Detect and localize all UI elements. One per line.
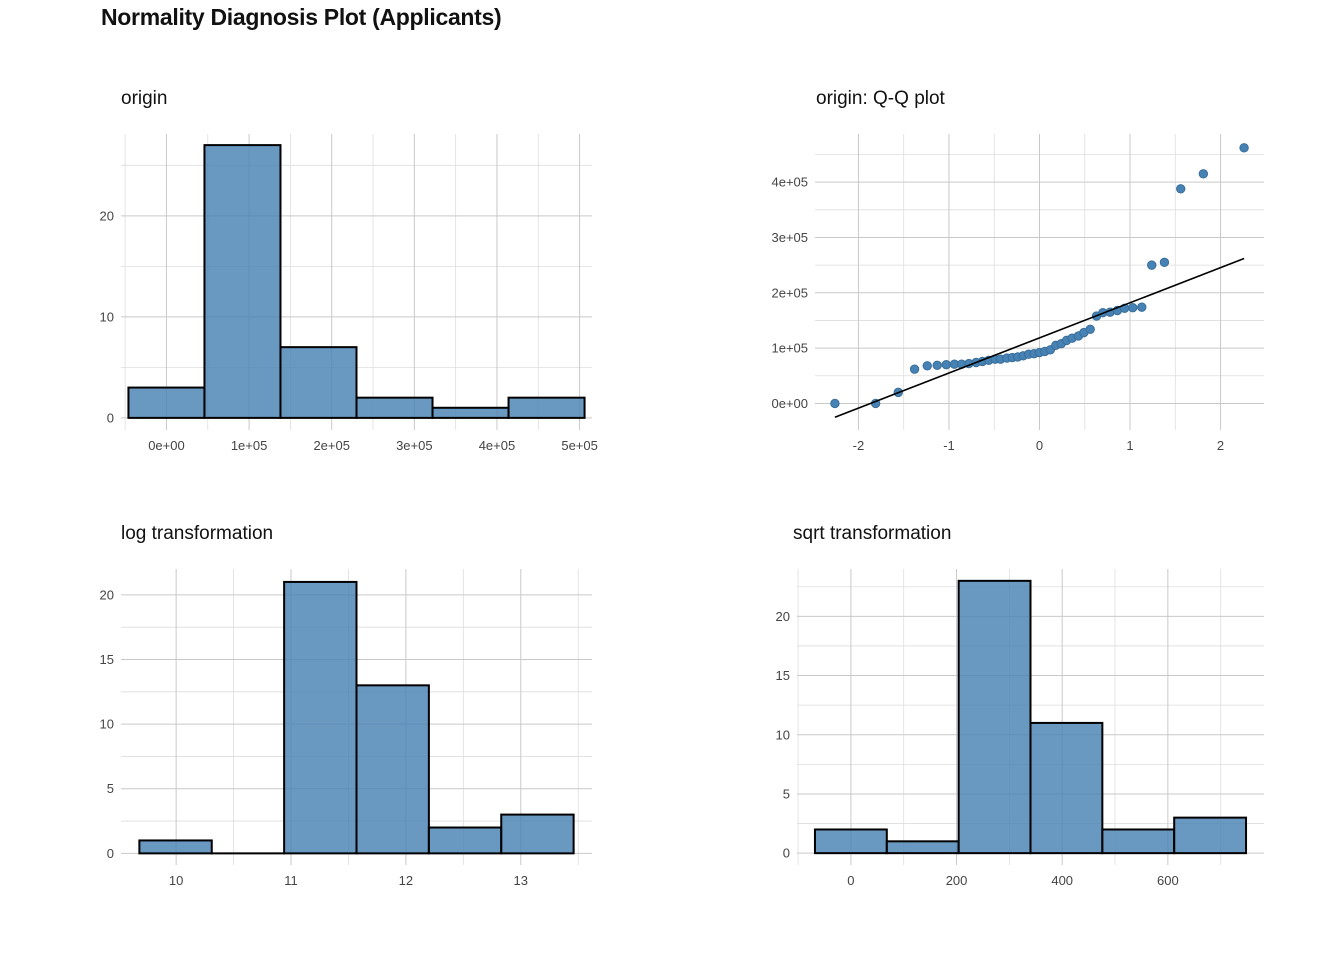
qq-point (1137, 302, 1147, 312)
panel-sqrt: sqrt transformation 0 200 400 600 0 5 10 15 20 (776, 523, 1264, 888)
qq-point (932, 360, 942, 370)
y-tick-label: 20 (100, 208, 114, 223)
panel-title-origin: origin (121, 88, 167, 109)
panel-title-log: log transformation (121, 523, 273, 544)
x-tick-label: 11 (284, 873, 298, 888)
histogram-bar (507, 396, 586, 419)
panel-origin: origin 0e+00 1e+05 2e+05 3e+05 4e+05 5e+05 0 10… (100, 88, 598, 453)
qq-point (1176, 184, 1186, 194)
x-tick-label: 4e+05 (479, 438, 516, 453)
panel-log: log transformation 10 11 12 13 0 5 10 15 20 (100, 523, 592, 888)
histogram-bar (1173, 816, 1248, 855)
y-tick-label: 2e+05 (771, 285, 808, 300)
x-tick-label: 3e+05 (396, 438, 433, 453)
plot-area-qq: -2 -1 0 1 2 0e+00 1e+05 2e+05 3e+05 4e+05 (771, 134, 1264, 453)
histogram-bar (203, 144, 282, 419)
y-tick-label: 10 (776, 727, 790, 742)
x-tick-label: 0 (1036, 438, 1043, 453)
x-tick-label: 2e+05 (313, 438, 350, 453)
x-tick-label: 2 (1217, 438, 1224, 453)
qq-reference-line (834, 257, 1245, 419)
qq-point (922, 361, 932, 371)
histogram-bar (138, 839, 213, 855)
y-tick-label: 0e+00 (771, 396, 808, 411)
x-tick-label: 5e+05 (561, 438, 598, 453)
histogram-bar (279, 346, 358, 419)
histogram-bar (355, 396, 434, 419)
x-tick-label: -1 (943, 438, 955, 453)
qq-point (1159, 257, 1170, 268)
x-tick-label: 12 (399, 873, 413, 888)
plot-area-sqrt: 0 200 400 600 0 5 10 15 20 (776, 569, 1264, 888)
panel-title-qq: origin: Q-Q plot (816, 88, 946, 109)
histogram-bar (283, 580, 358, 855)
y-tick-label: 15 (100, 652, 114, 667)
histogram-bar (127, 386, 206, 419)
histogram-bar (431, 406, 510, 419)
x-tick-label: 0e+00 (148, 438, 185, 453)
y-tick-label: 0 (783, 846, 790, 861)
histogram-bar (500, 813, 575, 855)
x-tick-label: 200 (946, 873, 968, 888)
y-tick-label: 4e+05 (771, 175, 808, 190)
plot-area-origin: 0e+00 1e+05 2e+05 3e+05 4e+05 5e+05 0 10 20 (100, 134, 598, 453)
x-tick-label: -2 (853, 438, 865, 453)
qq-point (909, 364, 920, 374)
y-tick-label: 5 (107, 781, 114, 796)
panel-qq: origin: Q-Q plot -2 -1 0 1 2 0e+00 1e+05 2e+05 3… (771, 88, 1264, 453)
histogram-bar (427, 826, 503, 855)
histogram-bar (1029, 721, 1104, 855)
histogram-bar (813, 828, 888, 855)
x-tick-label: 600 (1157, 873, 1179, 888)
x-tick-label: 10 (169, 873, 183, 888)
qq-point (1239, 143, 1249, 153)
histogram-bar (355, 684, 430, 855)
qq-point (1085, 324, 1095, 335)
y-tick-label: 15 (776, 668, 790, 683)
y-tick-label: 0 (107, 410, 114, 425)
y-tick-label: 0 (107, 846, 114, 861)
x-tick-label: 400 (1051, 873, 1073, 888)
qq-point (1198, 169, 1209, 179)
x-tick-label: 13 (514, 873, 528, 888)
qq-point (830, 398, 840, 409)
panel-title-sqrt: sqrt transformation (793, 523, 951, 544)
x-tick-label: 1 (1126, 438, 1133, 453)
x-tick-label: 1e+05 (231, 438, 268, 453)
y-tick-label: 10 (100, 717, 114, 732)
qq-point (941, 360, 951, 370)
qq-point (1147, 260, 1157, 270)
y-tick-label: 1e+05 (771, 341, 808, 356)
y-tick-label: 3e+05 (771, 230, 808, 245)
page-title: Normality Diagnosis Plot (Applicants) (101, 4, 502, 30)
x-tick-label: 0 (847, 873, 854, 888)
y-tick-label: 5 (783, 786, 790, 801)
y-tick-label: 10 (100, 309, 114, 324)
histogram-bar (1101, 828, 1176, 855)
histogram-bar (885, 840, 960, 855)
y-tick-label: 20 (776, 609, 790, 624)
histogram-bar (957, 579, 1032, 855)
qq-point (1128, 303, 1138, 313)
plot-area-log: 10 11 12 13 0 5 10 15 20 (100, 569, 592, 888)
y-tick-label: 20 (100, 587, 114, 602)
